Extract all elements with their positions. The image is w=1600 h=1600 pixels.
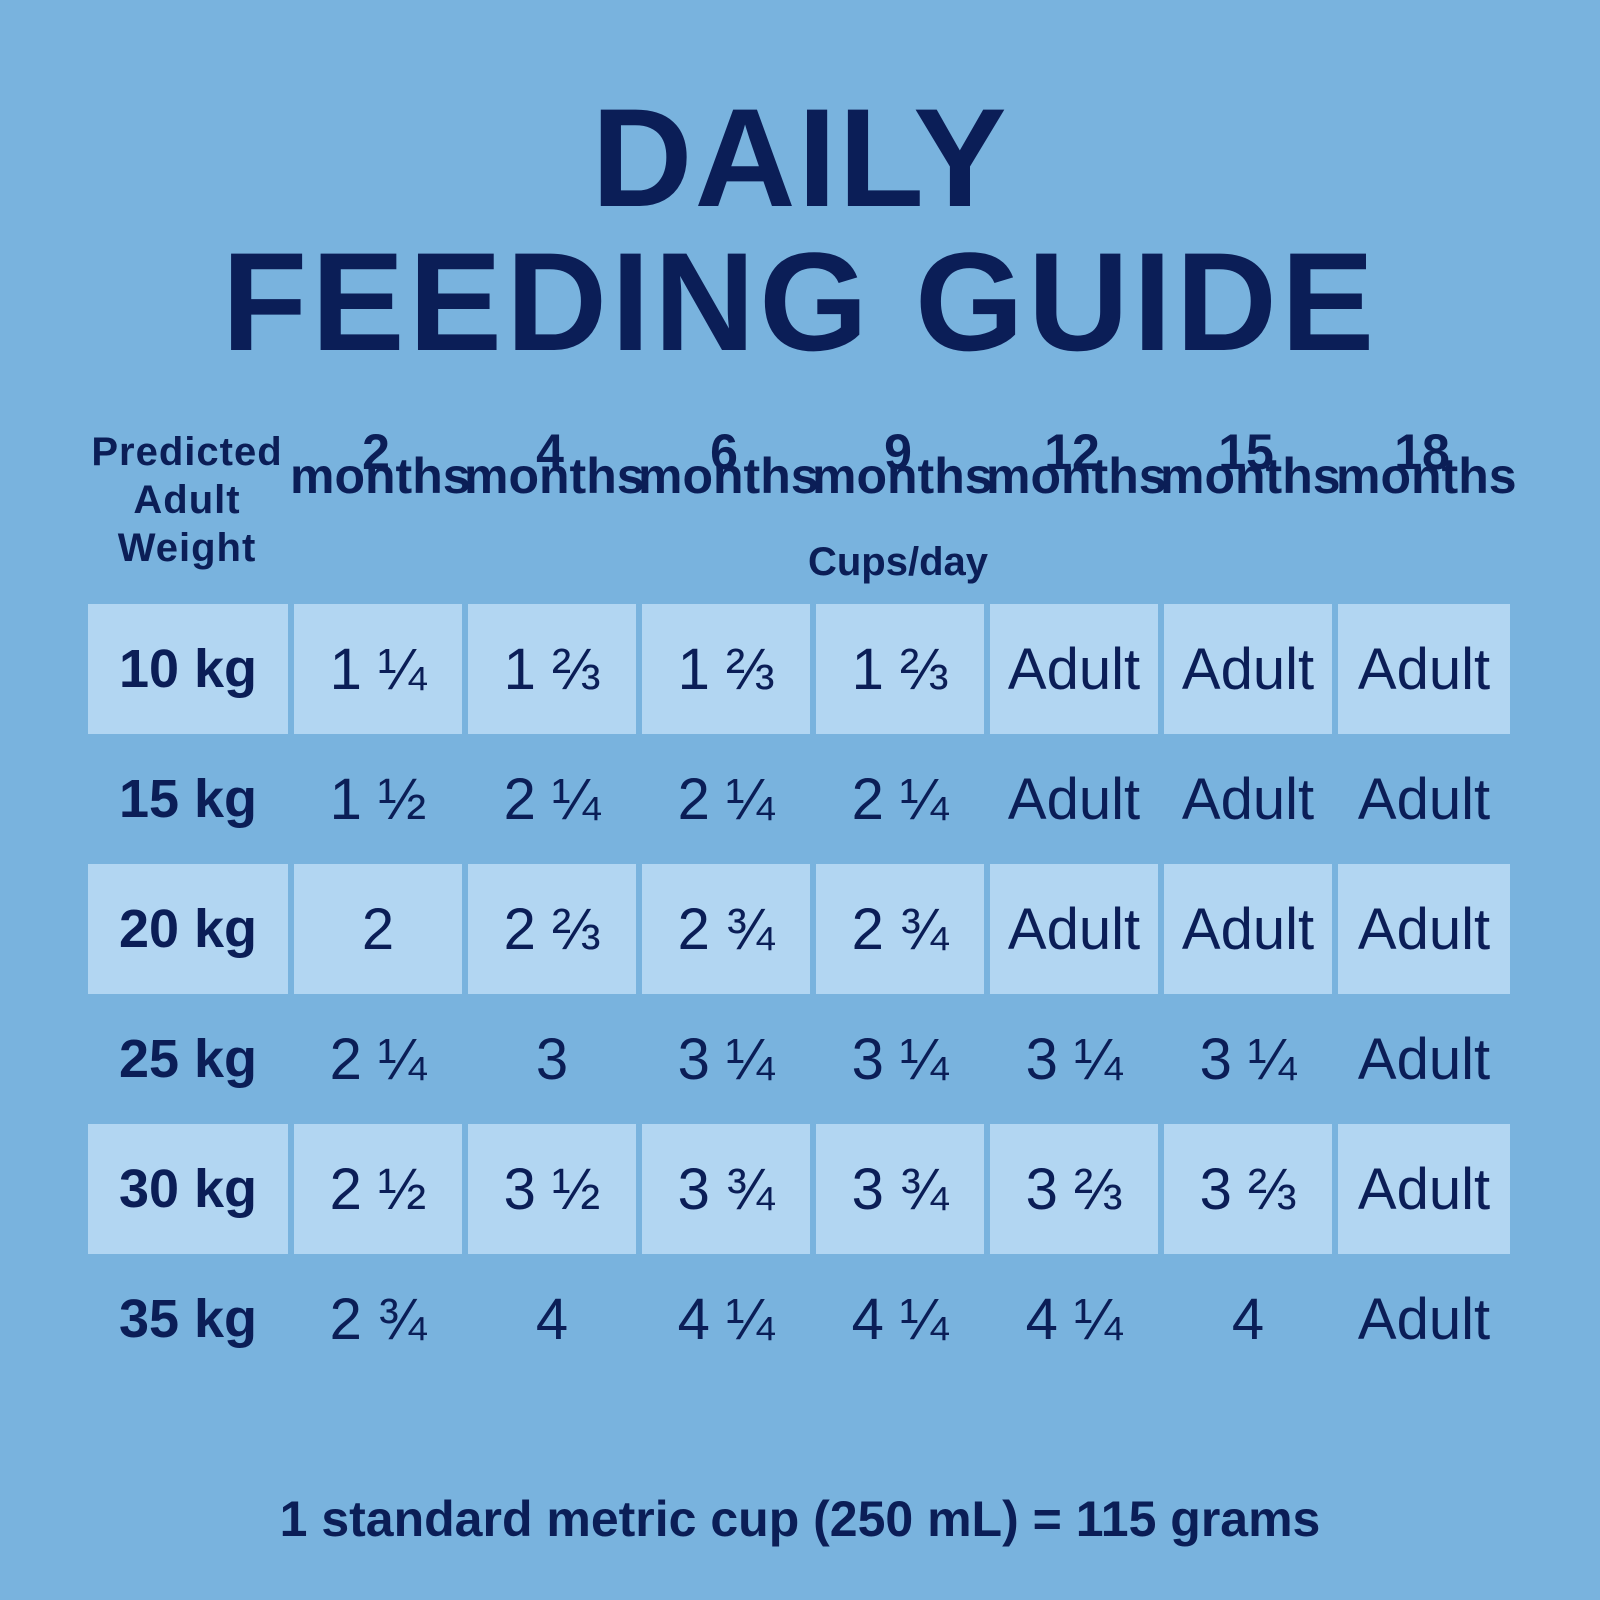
cups-cell: Adult	[1338, 1124, 1510, 1254]
age-number: 2	[362, 424, 390, 480]
cups-cell: 3 ⅔	[990, 1124, 1158, 1254]
cups-per-day-label: Cups/day	[807, 540, 989, 584]
weight-cell: 20 kg	[88, 864, 288, 994]
age-number: 15	[1218, 424, 1274, 480]
table-row: 10 kg 1 ¼ 1 ⅔ 1 ⅔ 1 ⅔ Adult Adult Adult	[88, 604, 1512, 734]
weight-column-header: Predicted Adult Weight	[88, 428, 286, 572]
age-column-header: 12 months	[986, 424, 1167, 504]
weight-cell: 25 kg	[118, 1029, 258, 1089]
cups-cell: 2 ¼	[329, 1026, 427, 1092]
cups-cell: 1 ½	[329, 766, 427, 832]
cups-cell: 4 ¼	[677, 1286, 775, 1352]
cups-cell: 2 ¾	[642, 864, 810, 994]
age-unit: months	[290, 448, 471, 504]
table-row: 15 kg 1 ½ 2 ¼ 2 ¼ 2 ¼ Adult Adult Adult	[88, 734, 1512, 864]
cups-cell: Adult	[1357, 1286, 1491, 1352]
cups-cell: 1 ¼	[294, 604, 462, 734]
cups-cell: 3 ¼	[851, 1026, 949, 1092]
weight-cell: 15 kg	[118, 769, 258, 829]
cups-cell: 3 ¾	[816, 1124, 984, 1254]
weight-cell: 30 kg	[88, 1124, 288, 1254]
cups-cell: 4	[535, 1286, 569, 1352]
weight-header-line: Adult	[133, 478, 241, 522]
cups-cell: Adult	[1357, 1026, 1491, 1092]
cups-cell: 2 ¼	[503, 766, 601, 832]
cups-cell: Adult	[1338, 604, 1510, 734]
cups-cell: 4	[1231, 1286, 1265, 1352]
table-row: 25 kg 2 ¼ 3 3 ¼ 3 ¼ 3 ¼ 3 ¼ Adult	[88, 994, 1512, 1124]
cups-cell: 1 ⅔	[468, 604, 636, 734]
title-line-1: DAILY	[591, 79, 1009, 236]
age-unit: months	[638, 448, 819, 504]
cups-cell: 2 ¾	[816, 864, 984, 994]
age-number: 12	[1044, 424, 1100, 480]
table-row: 35 kg 2 ¾ 4 4 ¼ 4 ¼ 4 ¼ 4 Adult	[88, 1254, 1512, 1384]
cups-cell: Adult	[1164, 864, 1332, 994]
cups-cell: Adult	[1164, 604, 1332, 734]
age-column-header: 2 months	[290, 424, 471, 504]
age-column-header: 6 months	[638, 424, 819, 504]
cups-cell: Adult	[1357, 766, 1491, 832]
age-number: 18	[1394, 424, 1450, 480]
cups-cell: 3 ½	[468, 1124, 636, 1254]
age-unit: months	[464, 448, 645, 504]
cups-cell: 3 ⅔	[1164, 1124, 1332, 1254]
cups-cell: 3 ¼	[1025, 1026, 1123, 1092]
age-number: 9	[884, 424, 912, 480]
cups-cell: 2 ¼	[851, 766, 949, 832]
cups-cell: 3 ¾	[642, 1124, 810, 1254]
weight-cell: 10 kg	[88, 604, 288, 734]
age-unit: months	[1336, 448, 1517, 504]
weight-header-line: Predicted	[91, 430, 283, 474]
table-row: 20 kg 2 2 ⅔ 2 ¾ 2 ¾ Adult Adult Adult	[88, 864, 1512, 994]
cups-cell: 3	[535, 1026, 569, 1092]
age-column-header: 9 months	[812, 424, 993, 504]
cups-cell: Adult	[1181, 766, 1315, 832]
weight-cell: 35 kg	[118, 1289, 258, 1349]
age-unit: months	[812, 448, 993, 504]
cups-cell: Adult	[1338, 864, 1510, 994]
cups-cell: 2 ¾	[329, 1286, 427, 1352]
cups-cell: 2 ½	[294, 1124, 462, 1254]
age-unit: months	[986, 448, 1167, 504]
age-column-header: 15 months	[1160, 424, 1341, 504]
cups-cell: Adult	[990, 604, 1158, 734]
cups-cell: 2 ⅔	[468, 864, 636, 994]
cups-cell: Adult	[1007, 766, 1141, 832]
age-number: 6	[710, 424, 738, 480]
age-number: 4	[536, 424, 564, 480]
cups-cell: 4 ¼	[851, 1286, 949, 1352]
cups-cell: 1 ⅔	[816, 604, 984, 734]
cups-cell: 1 ⅔	[642, 604, 810, 734]
cups-cell: 4 ¼	[1025, 1286, 1123, 1352]
cups-cell: 3 ¼	[1199, 1026, 1297, 1092]
cups-cell: 3 ¼	[677, 1026, 775, 1092]
age-column-header: 18 months	[1336, 424, 1517, 504]
table-row: 30 kg 2 ½ 3 ½ 3 ¾ 3 ¾ 3 ⅔ 3 ⅔ Adult	[88, 1124, 1512, 1254]
cup-conversion-note: 1 standard metric cup (250 mL) = 115 gra…	[279, 1491, 1321, 1547]
cups-cell: Adult	[990, 864, 1158, 994]
feeding-table: 10 kg 1 ¼ 1 ⅔ 1 ⅔ 1 ⅔ Adult Adult Adult …	[88, 604, 1512, 1384]
age-column-header: 4 months	[464, 424, 645, 504]
cups-cell: 2	[294, 864, 462, 994]
cups-cell: 2 ¼	[677, 766, 775, 832]
age-unit: months	[1160, 448, 1341, 504]
title-line-2: FEEDING GUIDE	[221, 223, 1379, 380]
weight-header-line: Weight	[117, 526, 257, 570]
